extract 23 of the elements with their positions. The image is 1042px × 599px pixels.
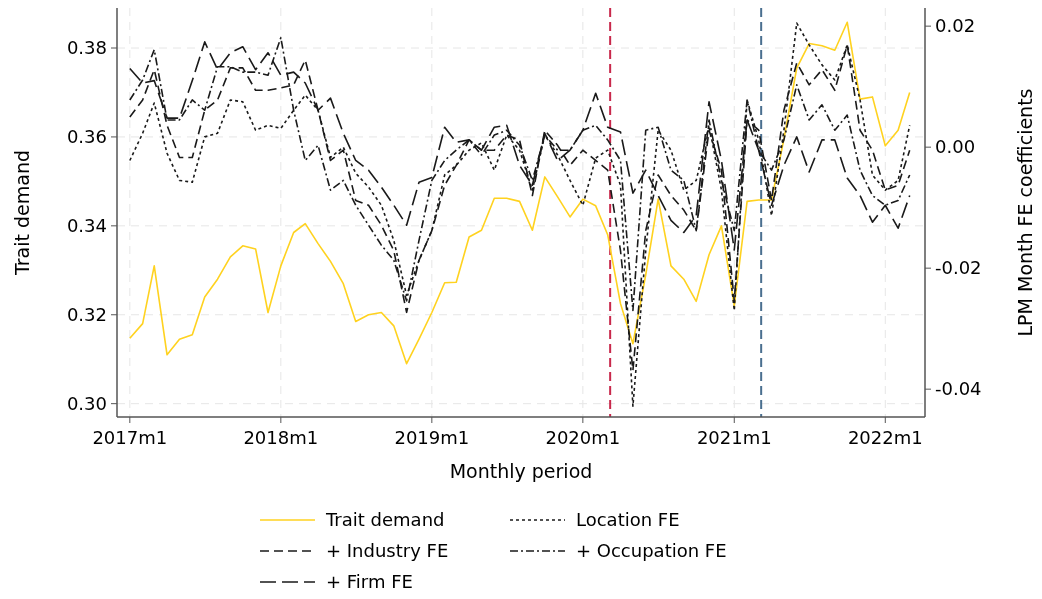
y2-tick-label: -0.04	[935, 378, 982, 400]
y-tick-label: 0.32	[66, 303, 107, 325]
y2-tick-label: 0.02	[935, 15, 976, 37]
legend-label: Trait demand	[325, 509, 445, 530]
legend-label: + Firm FE	[326, 571, 413, 592]
x-tick-label: 2022m1	[847, 427, 923, 448]
y2-axis-title: LPM Month FE coefficients	[1014, 88, 1036, 337]
legend-label: + Industry FE	[326, 540, 449, 561]
x-tick-label: 2021m1	[696, 427, 772, 448]
y-tick-label: 0.38	[66, 37, 107, 59]
x-tick-label: 2018m1	[243, 427, 319, 448]
y-tick-label: 0.34	[66, 214, 107, 236]
x-tick-label: 2017m1	[92, 427, 168, 448]
x-tick-label: 2019m1	[394, 427, 470, 448]
y-axis-title: Trait demand	[11, 149, 33, 277]
legend-label: + Occupation FE	[576, 540, 727, 561]
x-tick-label: 2020m1	[545, 427, 621, 448]
y-tick-label: 0.36	[66, 125, 107, 147]
y-tick-label: 0.30	[66, 392, 107, 414]
x-axis-title: Monthly period	[449, 460, 593, 482]
y2-tick-label: -0.02	[935, 257, 982, 279]
y2-tick-label: 0.00	[935, 136, 976, 158]
legend-label: Location FE	[576, 509, 680, 530]
